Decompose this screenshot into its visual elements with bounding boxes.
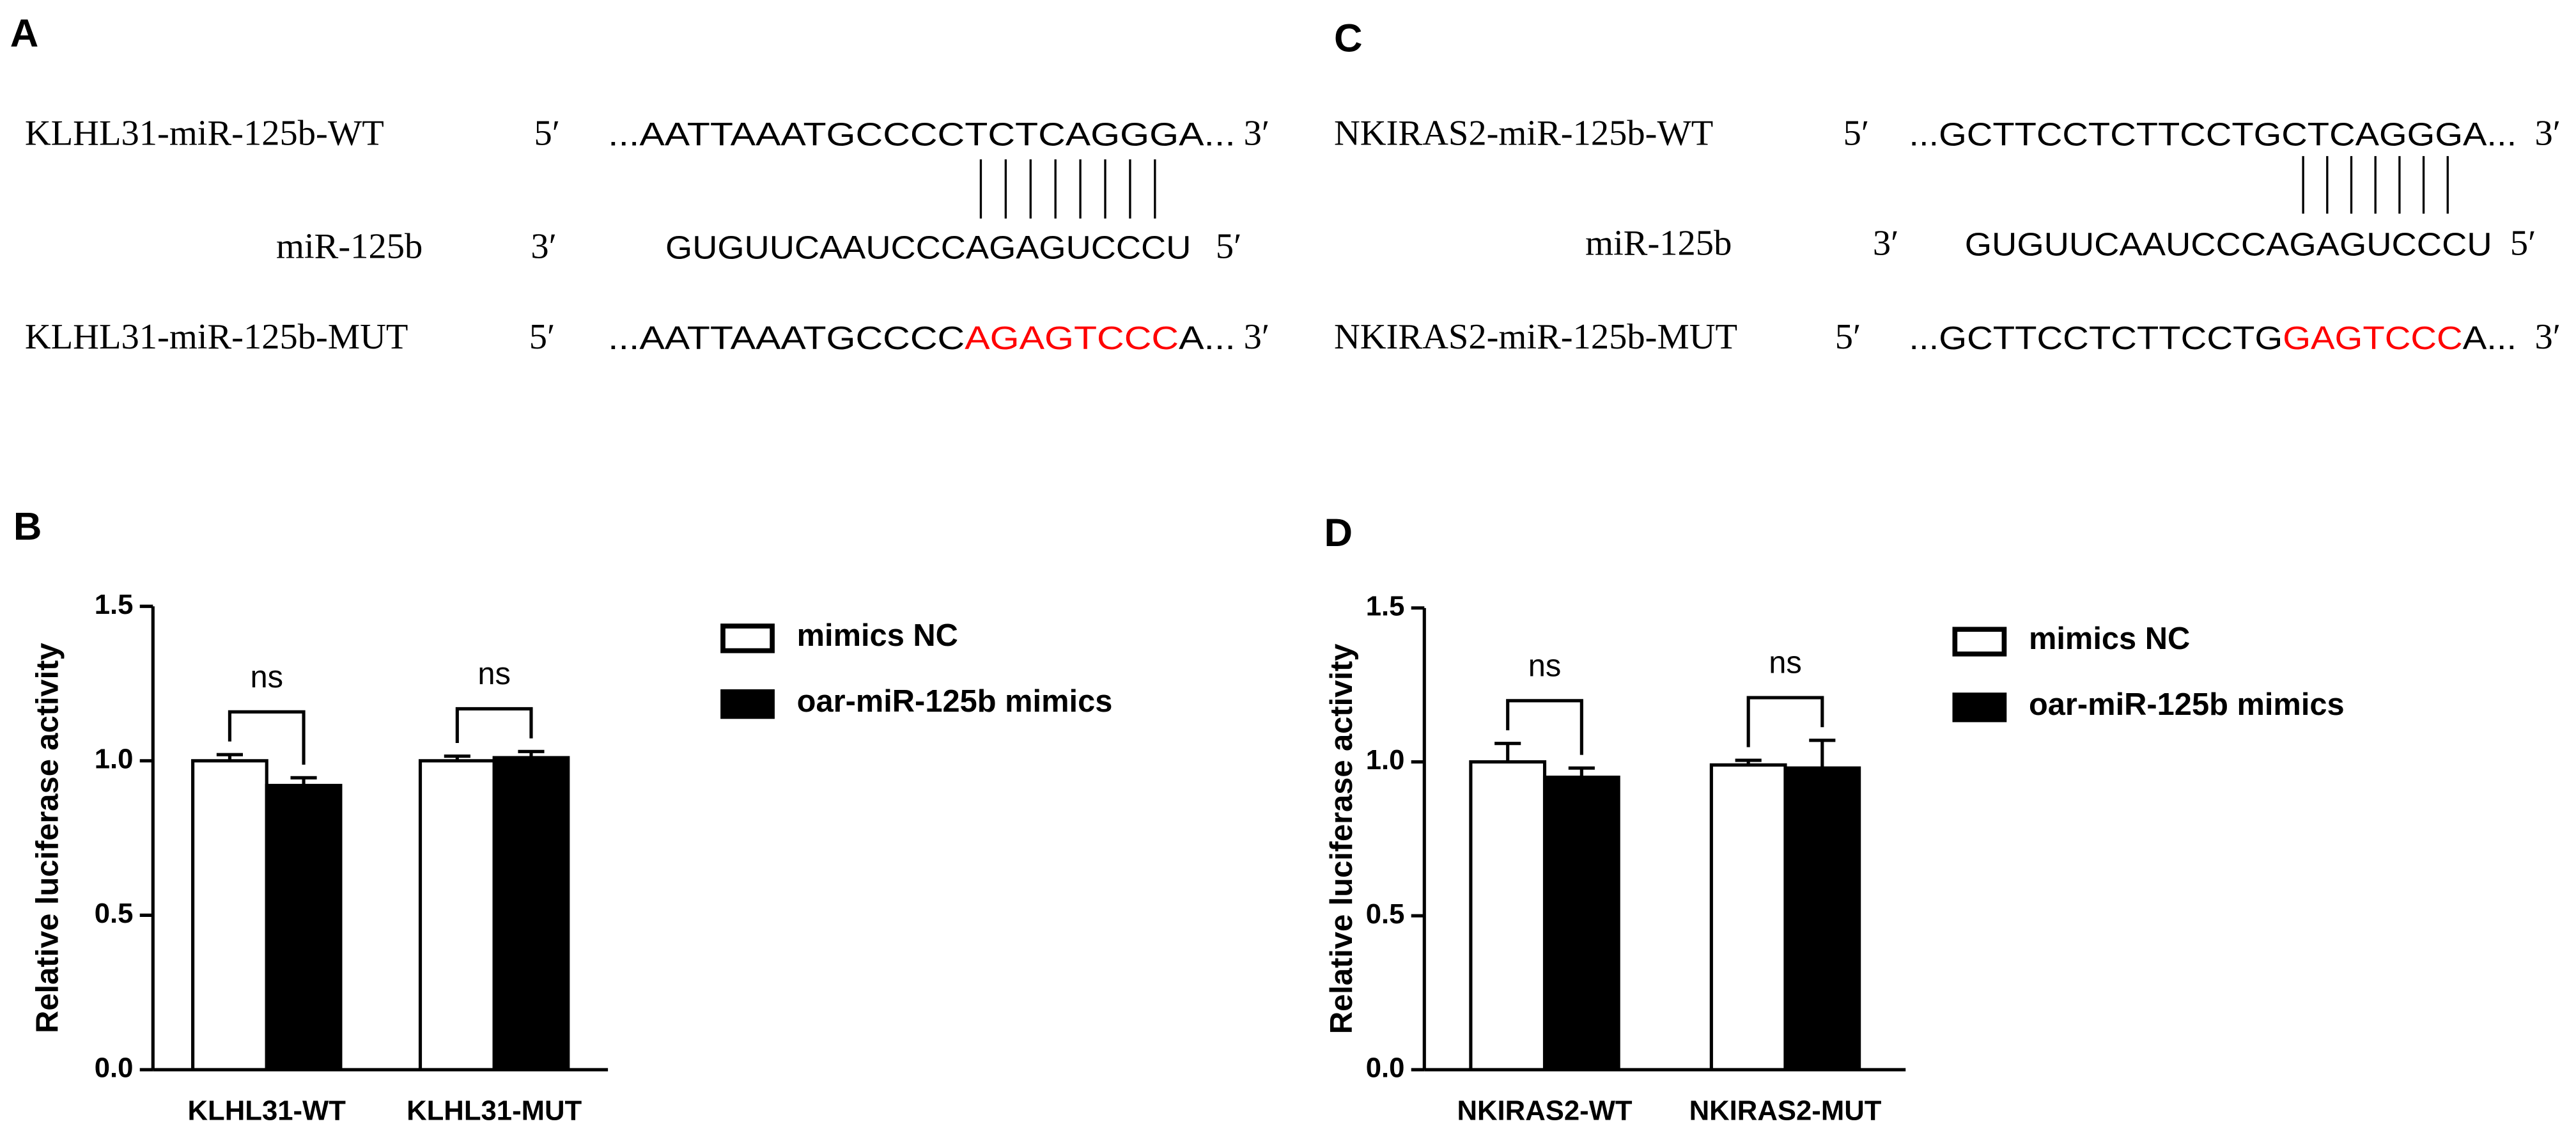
y-axis-label: Relative luciferase activity [30,643,65,1033]
strand-end: 3′ [1244,113,1270,153]
strand-end: 5′ [1216,227,1242,267]
bar [265,783,343,1072]
y-tick-label: 0.5 [95,898,134,929]
legend-label: oar-miR-125b mimics [2029,687,2345,722]
sequence-part: A... [1179,319,1236,356]
legend-swatch [720,623,775,653]
sequence: GUGUUCAAUCCCAGAGUCCCU [1965,225,2492,262]
panel-label: C [1334,17,1363,61]
legend-swatch [1952,627,2007,657]
strand-end: 3′ [2534,113,2561,153]
y-tick-label: 1.0 [1366,744,1405,776]
strand-end: 3′ [2534,317,2561,357]
sequence-part: AGAGTCCC [965,319,1179,356]
sequence-name: KLHL31-miR-125b-MUT [25,317,408,357]
strand-end: 3′ [1873,223,1899,263]
bar [1542,776,1620,1072]
sequence-part: GUGUUCAAUCCCAGAGUCCCU [665,228,1191,265]
strand-end: 5′ [534,113,560,153]
sequence-part: ...AATTAAATGCCCC [608,319,965,356]
panel-label: A [10,12,39,56]
y-tick-label: 0.0 [95,1052,134,1083]
sequence-name: NKIRAS2-miR-125b-WT [1334,113,1713,153]
y-tick-label: 0.0 [1366,1052,1405,1083]
sequence-part: ...GCTTCCTCTTCCTG [1909,319,2283,356]
sequence-name: miR-125b [276,227,423,267]
panel-label: D [1324,511,1353,555]
sequence: ...GCTTCCTCTTCCTG GAGTCCC A... [1909,319,2517,356]
sequence-part: ...GCTTCCTCTTCCTGCTCAGGGA... [1909,115,2517,152]
significance-bracket [1506,699,1583,755]
bar [1783,766,1861,1072]
sequence: ...AATTAAATGCCCCTCTCAGGGA... [608,115,1236,152]
sequence-part: ...AATTAAATGCCCCTCTCAGGGA... [608,115,1236,152]
y-tick-label: 1.5 [1366,590,1405,622]
legend-label: mimics NC [797,618,958,653]
sequence: GUGUUCAAUCCCAGAGUCCCU [665,228,1191,265]
legend-label: oar-miR-125b mimics [797,684,1113,719]
bar [418,759,496,1072]
x-tick-label: KLHL31-MUT [407,1095,582,1126]
legend-label: mimics NC [2029,622,2190,656]
strand-end: 5′ [1835,317,1861,357]
strand-end: 5′ [1843,113,1870,153]
sequence: ...GCTTCCTCTTCCTGCTCAGGGA... [1909,115,2517,152]
sequence-name: miR-125b [1585,223,1732,263]
legend-swatch [1952,692,2007,723]
significance-bracket [228,710,306,765]
bar [1469,760,1547,1072]
panel-label: B [13,505,42,549]
bar [191,759,268,1072]
strand-end: 3′ [531,227,557,267]
strand-end: 5′ [529,317,555,357]
significance-label: ns [250,660,283,694]
significance-label: ns [1769,646,1802,680]
significance-bracket [1746,696,1824,747]
sequence-part: A... [2463,319,2517,356]
strand-end: 5′ [2510,223,2536,263]
y-tick-label: 1.5 [95,589,134,620]
significance-label: ns [1528,648,1562,683]
x-tick-label: KLHL31-WT [188,1095,346,1126]
x-tick-label: NKIRAS2-MUT [1689,1095,1882,1126]
sequence-part: GAGTCCC [2283,319,2463,356]
sequence-name: NKIRAS2-miR-125b-MUT [1334,317,1737,357]
sequence: ...AATTAAATGCCCC AGAGTCCC A... [608,319,1236,356]
sequence-part: GUGUUCAAUCCCAGAGUCCCU [1965,225,2492,262]
significance-bracket [455,707,533,744]
sequence-name: KLHL31-miR-125b-WT [25,113,384,153]
strand-end: 3′ [1244,317,1270,357]
bar [1709,763,1787,1072]
x-tick-label: NKIRAS2-WT [1457,1095,1632,1126]
y-tick-label: 0.5 [1366,898,1405,930]
bar [492,756,570,1072]
y-axis-label: Relative luciferase activity [1324,644,1359,1035]
significance-label: ns [477,657,511,691]
y-tick-label: 1.0 [95,743,134,774]
legend-swatch [720,689,775,719]
